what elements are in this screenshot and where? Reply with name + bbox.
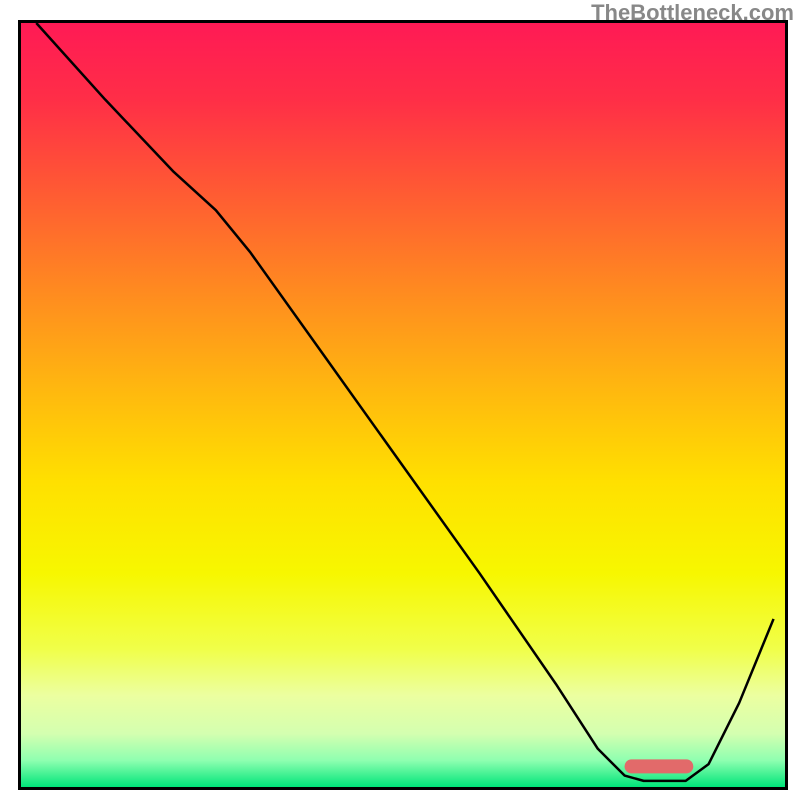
gradient-background	[21, 23, 785, 787]
plot-area	[18, 20, 788, 790]
chart-canvas: TheBottleneck.com	[0, 0, 800, 800]
chart-svg	[18, 20, 788, 790]
optimal-range-marker	[625, 759, 694, 773]
